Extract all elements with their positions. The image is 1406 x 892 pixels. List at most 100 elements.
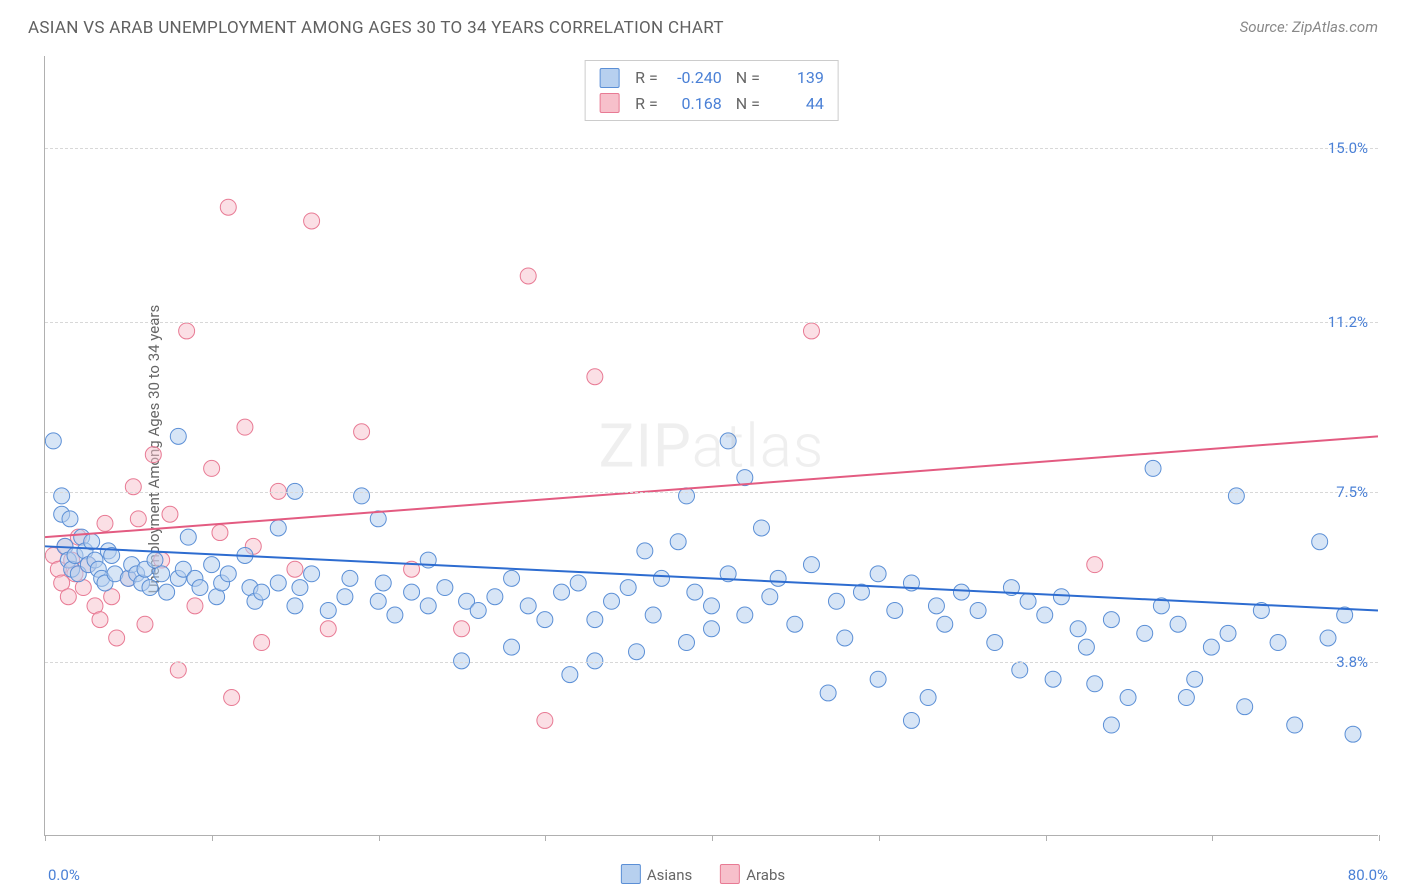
x-tick-mark	[212, 835, 213, 841]
source-label: Source: ZipAtlas.com	[1240, 18, 1378, 36]
data-point	[1287, 717, 1303, 733]
y-tick-label: 15.0%	[1328, 139, 1368, 157]
x-tick-mark	[1379, 835, 1380, 841]
data-point	[1220, 625, 1236, 641]
data-point	[354, 424, 370, 440]
data-point	[1087, 676, 1103, 692]
data-point	[1087, 557, 1103, 573]
data-point	[587, 369, 603, 385]
data-point	[292, 580, 308, 596]
data-point	[670, 534, 686, 550]
data-point	[220, 566, 236, 582]
legend-arabs: Arabs	[720, 864, 785, 884]
gridline	[45, 148, 1378, 149]
legend-asians: Asians	[621, 864, 692, 884]
regression-line	[45, 436, 1378, 537]
data-point	[737, 607, 753, 623]
data-point	[629, 644, 645, 660]
data-point	[537, 612, 553, 628]
data-point	[562, 667, 578, 683]
data-point	[437, 580, 453, 596]
data-point	[987, 635, 1003, 651]
data-point	[1203, 639, 1219, 655]
data-point	[570, 575, 586, 591]
data-point	[1120, 690, 1136, 706]
data-point	[1053, 589, 1069, 605]
swatch-asians-icon	[599, 68, 619, 88]
data-point	[254, 635, 270, 651]
data-point	[620, 580, 636, 596]
gridline	[45, 662, 1378, 663]
data-point	[1145, 460, 1161, 476]
x-tick-mark	[1046, 835, 1047, 841]
legend-swatch-asians-icon	[621, 864, 641, 884]
data-point	[304, 213, 320, 229]
data-point	[109, 630, 125, 646]
data-point	[1012, 662, 1028, 678]
data-point	[1070, 621, 1086, 637]
data-point	[130, 511, 146, 527]
data-point	[287, 598, 303, 614]
data-point	[204, 557, 220, 573]
data-point	[387, 607, 403, 623]
data-point	[704, 598, 720, 614]
data-point	[937, 616, 953, 632]
data-point	[304, 566, 320, 582]
data-point	[170, 662, 186, 678]
data-point	[54, 488, 70, 504]
x-tick-mark	[379, 835, 380, 841]
data-point	[454, 621, 470, 637]
data-point	[224, 690, 240, 706]
x-tick-mark	[712, 835, 713, 841]
data-point	[1137, 625, 1153, 641]
data-point	[970, 602, 986, 618]
corr-row-asians: R = -0.240 N = 139	[599, 65, 824, 91]
data-point	[487, 589, 503, 605]
data-point	[504, 639, 520, 655]
data-point	[887, 602, 903, 618]
n-arabs: 44	[770, 91, 824, 117]
data-point	[1270, 635, 1286, 651]
data-point	[45, 433, 61, 449]
data-point	[337, 589, 353, 605]
data-point	[520, 598, 536, 614]
plot-area: ZIPatlas R = -0.240 N = 139 R = 0.168 N …	[44, 56, 1378, 836]
data-point	[270, 575, 286, 591]
data-point	[1103, 612, 1119, 628]
corr-row-arabs: R = 0.168 N = 44	[599, 91, 824, 117]
data-point	[828, 593, 844, 609]
data-point	[1045, 671, 1061, 687]
data-point	[870, 671, 886, 687]
data-point	[162, 506, 178, 522]
data-point	[837, 630, 853, 646]
data-point	[1345, 726, 1361, 742]
n-asians: 139	[770, 65, 824, 91]
data-point	[370, 593, 386, 609]
legend-swatch-arabs-icon	[720, 864, 740, 884]
data-point	[145, 447, 161, 463]
data-point	[604, 593, 620, 609]
r-arabs: 0.168	[668, 91, 722, 117]
data-point	[287, 561, 303, 577]
gridline	[45, 322, 1378, 323]
data-point	[537, 712, 553, 728]
data-point	[953, 584, 969, 600]
y-tick-label: 11.2%	[1328, 313, 1368, 331]
chart-container: ASIAN VS ARAB UNEMPLOYMENT AMONG AGES 30…	[0, 0, 1406, 892]
data-point	[320, 602, 336, 618]
data-point	[159, 584, 175, 600]
data-point	[254, 584, 270, 600]
data-point	[903, 712, 919, 728]
x-tick-mark	[1212, 835, 1213, 841]
data-point	[1312, 534, 1328, 550]
data-point	[470, 602, 486, 618]
data-point	[1037, 607, 1053, 623]
data-point	[1170, 616, 1186, 632]
r-asians: -0.240	[668, 65, 722, 91]
data-point	[420, 598, 436, 614]
data-point	[504, 570, 520, 586]
data-point	[753, 520, 769, 536]
x-tick-mark	[879, 835, 880, 841]
data-point	[97, 515, 113, 531]
data-point	[687, 584, 703, 600]
